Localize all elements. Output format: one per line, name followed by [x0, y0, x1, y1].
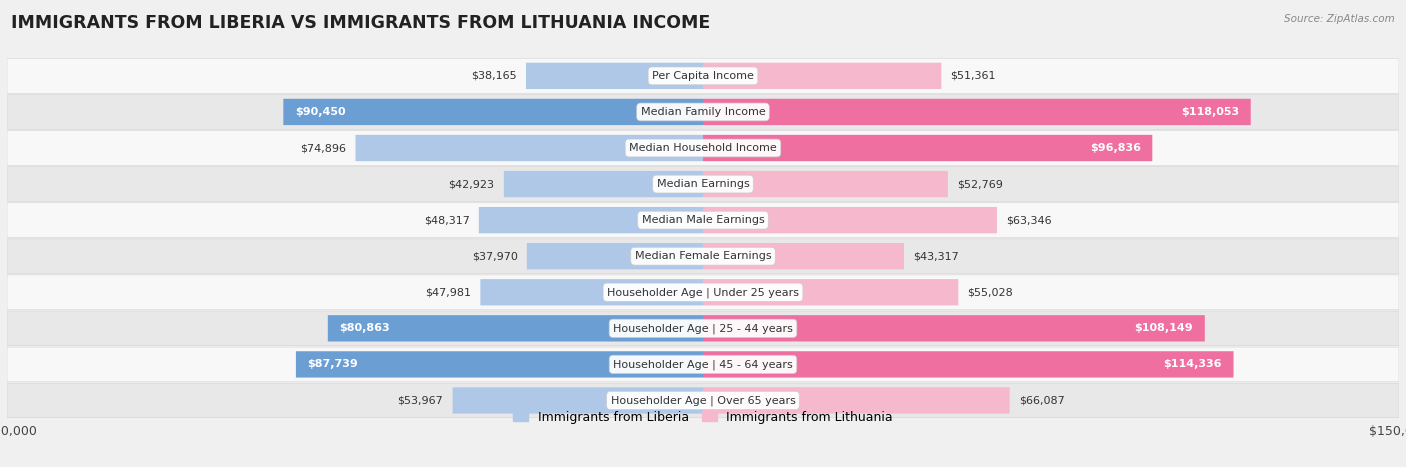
Text: $87,739: $87,739: [308, 360, 359, 369]
FancyBboxPatch shape: [453, 387, 703, 414]
FancyBboxPatch shape: [7, 131, 1399, 165]
FancyBboxPatch shape: [481, 279, 703, 305]
Text: $80,863: $80,863: [339, 323, 389, 333]
FancyBboxPatch shape: [703, 135, 1153, 161]
Text: $48,317: $48,317: [423, 215, 470, 225]
FancyBboxPatch shape: [7, 347, 1399, 382]
FancyBboxPatch shape: [328, 315, 703, 341]
Text: $43,317: $43,317: [914, 251, 959, 261]
Text: $90,450: $90,450: [295, 107, 346, 117]
Text: Per Capita Income: Per Capita Income: [652, 71, 754, 81]
FancyBboxPatch shape: [7, 383, 1399, 418]
FancyBboxPatch shape: [7, 275, 1399, 310]
FancyBboxPatch shape: [503, 171, 703, 197]
FancyBboxPatch shape: [703, 207, 997, 234]
FancyBboxPatch shape: [703, 315, 1205, 341]
Text: $47,981: $47,981: [425, 287, 471, 297]
Text: Source: ZipAtlas.com: Source: ZipAtlas.com: [1284, 14, 1395, 24]
FancyBboxPatch shape: [703, 243, 904, 269]
Legend: Immigrants from Liberia, Immigrants from Lithuania: Immigrants from Liberia, Immigrants from…: [508, 406, 898, 429]
Text: $51,361: $51,361: [950, 71, 995, 81]
Text: Householder Age | Over 65 years: Householder Age | Over 65 years: [610, 395, 796, 406]
Text: Median Female Earnings: Median Female Earnings: [634, 251, 772, 261]
FancyBboxPatch shape: [7, 239, 1399, 274]
Text: IMMIGRANTS FROM LIBERIA VS IMMIGRANTS FROM LITHUANIA INCOME: IMMIGRANTS FROM LIBERIA VS IMMIGRANTS FR…: [11, 14, 710, 32]
FancyBboxPatch shape: [7, 311, 1399, 346]
FancyBboxPatch shape: [7, 95, 1399, 129]
Text: $118,053: $118,053: [1181, 107, 1239, 117]
Text: $53,967: $53,967: [398, 396, 443, 405]
Text: $66,087: $66,087: [1019, 396, 1064, 405]
FancyBboxPatch shape: [7, 203, 1399, 237]
FancyBboxPatch shape: [356, 135, 703, 161]
Text: $108,149: $108,149: [1135, 323, 1194, 333]
Text: $114,336: $114,336: [1163, 360, 1222, 369]
Text: $74,896: $74,896: [301, 143, 346, 153]
Text: $63,346: $63,346: [1007, 215, 1052, 225]
Text: Householder Age | Under 25 years: Householder Age | Under 25 years: [607, 287, 799, 297]
Text: Median Family Income: Median Family Income: [641, 107, 765, 117]
FancyBboxPatch shape: [703, 63, 941, 89]
FancyBboxPatch shape: [295, 351, 703, 377]
Text: Median Earnings: Median Earnings: [657, 179, 749, 189]
Text: Median Male Earnings: Median Male Earnings: [641, 215, 765, 225]
FancyBboxPatch shape: [703, 99, 1251, 125]
FancyBboxPatch shape: [703, 171, 948, 197]
FancyBboxPatch shape: [7, 167, 1399, 201]
FancyBboxPatch shape: [479, 207, 703, 234]
Text: $42,923: $42,923: [449, 179, 495, 189]
Text: Householder Age | 45 - 64 years: Householder Age | 45 - 64 years: [613, 359, 793, 370]
FancyBboxPatch shape: [703, 279, 959, 305]
Text: $38,165: $38,165: [471, 71, 516, 81]
Text: $52,769: $52,769: [957, 179, 1002, 189]
Text: Median Household Income: Median Household Income: [628, 143, 778, 153]
FancyBboxPatch shape: [527, 243, 703, 269]
Text: $55,028: $55,028: [967, 287, 1014, 297]
FancyBboxPatch shape: [526, 63, 703, 89]
FancyBboxPatch shape: [703, 387, 1010, 414]
Text: $37,970: $37,970: [471, 251, 517, 261]
FancyBboxPatch shape: [7, 58, 1399, 93]
Text: Householder Age | 25 - 44 years: Householder Age | 25 - 44 years: [613, 323, 793, 333]
FancyBboxPatch shape: [284, 99, 703, 125]
FancyBboxPatch shape: [703, 351, 1233, 377]
Text: $96,836: $96,836: [1090, 143, 1140, 153]
